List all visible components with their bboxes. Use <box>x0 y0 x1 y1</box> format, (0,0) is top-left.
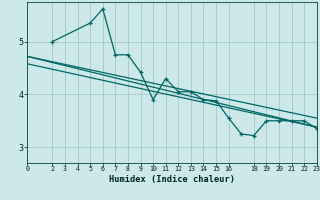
X-axis label: Humidex (Indice chaleur): Humidex (Indice chaleur) <box>109 175 235 184</box>
